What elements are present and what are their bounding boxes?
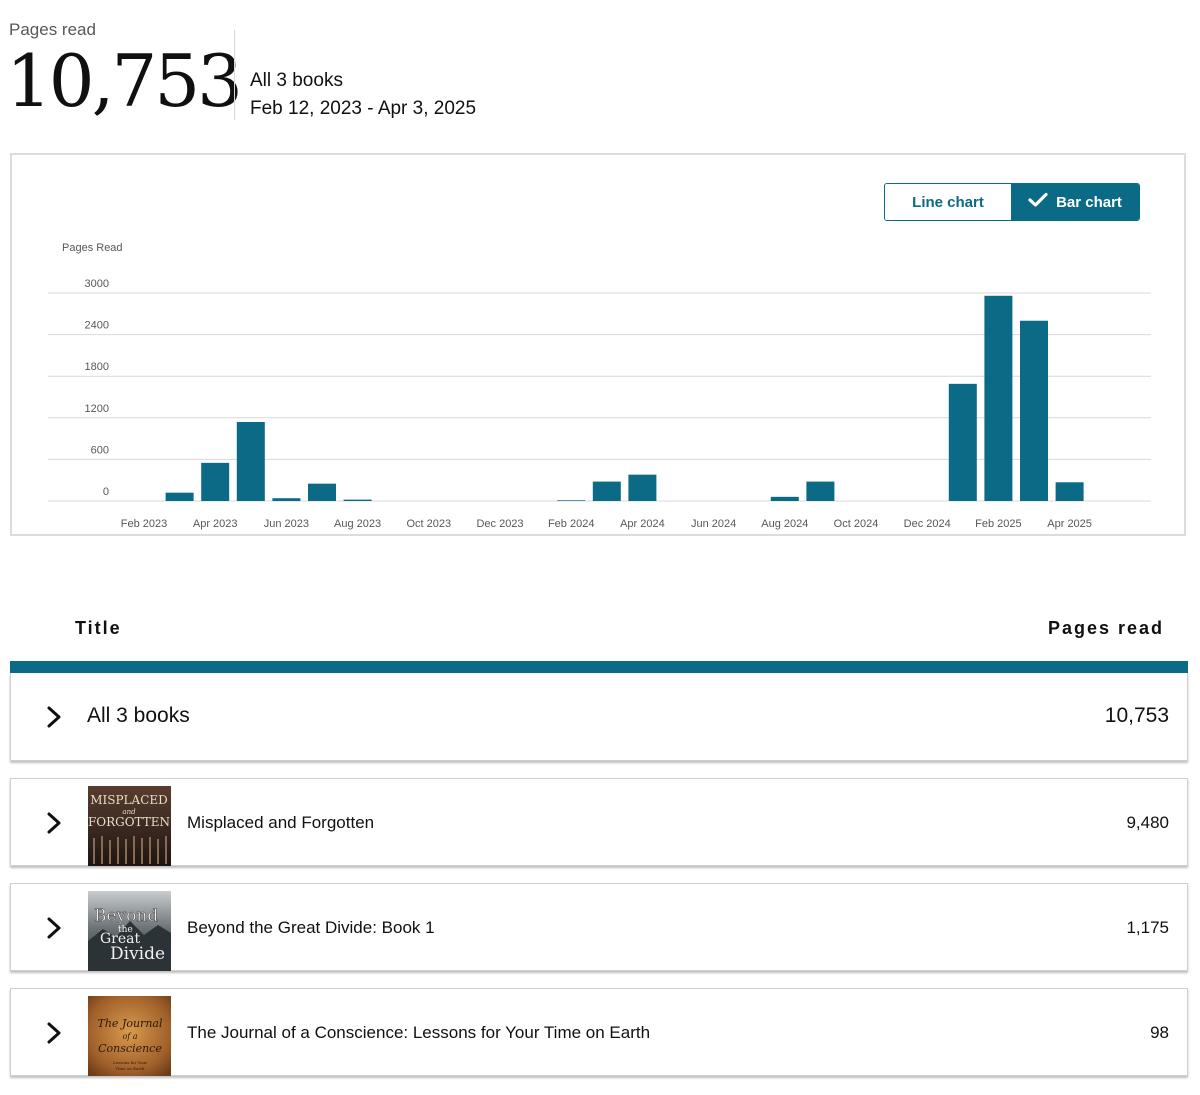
bar-apr-2023[interactable] bbox=[201, 462, 230, 501]
summary-divider bbox=[234, 30, 235, 120]
table-header-rule bbox=[10, 661, 1188, 673]
bar-mar-2024[interactable] bbox=[592, 481, 621, 501]
all-books-pages: 10,753 bbox=[1104, 704, 1169, 727]
total-pages-number: 10,753 bbox=[6, 39, 243, 123]
book-pages: 9,480 bbox=[1126, 813, 1169, 832]
x-tick-label: Apr 2025 bbox=[1047, 518, 1092, 530]
y-tick-label: 2400 bbox=[85, 320, 109, 332]
y-tick-label: 1200 bbox=[85, 403, 109, 415]
bar-mar-2025[interactable] bbox=[1020, 320, 1048, 501]
bar-aug-2023[interactable] bbox=[343, 499, 372, 501]
chevron-right-icon[interactable] bbox=[43, 811, 65, 835]
bar-sep-2024[interactable] bbox=[806, 481, 835, 501]
all-books-label: All 3 books bbox=[87, 704, 190, 727]
svg-text:the: the bbox=[118, 925, 133, 935]
chevron-right-icon[interactable] bbox=[43, 705, 65, 729]
bar-may-2023[interactable] bbox=[236, 421, 265, 501]
svg-text:MISPLACED: MISPLACED bbox=[90, 793, 168, 807]
svg-text:FORGOTTEN: FORGOTTEN bbox=[88, 815, 170, 829]
book-title[interactable]: Beyond the Great Divide: Book 1 bbox=[187, 918, 435, 937]
svg-text:Beyond: Beyond bbox=[94, 906, 158, 926]
svg-text:Lessons for Your: Lessons for Your bbox=[113, 1060, 147, 1065]
column-header-title: Title bbox=[75, 618, 122, 638]
y-axis-label: Pages Read bbox=[62, 242, 123, 254]
y-tick-label: 0 bbox=[103, 486, 109, 498]
summary-header: Pages read 10,753 All 3 books Feb 12, 20… bbox=[0, 0, 1200, 140]
bar-chart: Pages Read 0 600 1200 1800 2400 3000 Feb 2023 Ap… bbox=[48, 242, 1151, 530]
pages-read-label: Pages read bbox=[9, 20, 96, 39]
x-tick-label: Feb 2024 bbox=[548, 518, 594, 530]
table-row[interactable]: The Journal of a Conscience Lessons for … bbox=[10, 988, 1188, 1076]
book-pages: 1,175 bbox=[1126, 918, 1169, 937]
svg-text:Time on Earth: Time on Earth bbox=[115, 1066, 144, 1071]
checkmark-icon bbox=[1028, 192, 1048, 212]
book-cover-misplaced: MISPLACED and FORGOTTEN bbox=[88, 786, 171, 866]
x-tick-label: Jun 2024 bbox=[691, 518, 736, 530]
x-tick-label: Oct 2024 bbox=[834, 518, 879, 530]
bar-jun-2023[interactable] bbox=[272, 498, 301, 501]
bar-apr-2025[interactable] bbox=[1055, 482, 1084, 501]
chart-type-toggle: Line chart Bar chart bbox=[884, 183, 1140, 221]
chart-card: Pages Read 0 600 1200 1800 2400 3000 Feb 2023 Ap… bbox=[10, 153, 1186, 536]
table-row[interactable]: Beyond the Great Divide Beyond the Great… bbox=[10, 883, 1188, 971]
line-chart-button[interactable]: Line chart bbox=[885, 184, 1011, 220]
bar-feb-2024[interactable] bbox=[557, 500, 586, 501]
x-tick-label: Dec 2023 bbox=[476, 518, 523, 530]
table-row-all-books[interactable]: All 3 books 10,753 bbox=[10, 673, 1188, 761]
svg-text:Conscience: Conscience bbox=[98, 1042, 162, 1055]
svg-text:and: and bbox=[122, 808, 136, 816]
book-cover-journal: The Journal of a Conscience Lessons for … bbox=[88, 996, 171, 1076]
x-tick-label: Feb 2025 bbox=[975, 518, 1021, 530]
chevron-right-icon[interactable] bbox=[43, 916, 65, 940]
y-tick-label: 600 bbox=[91, 444, 109, 456]
summary-date-range: Feb 12, 2023 - Apr 3, 2025 bbox=[250, 98, 477, 119]
svg-text:Great: Great bbox=[100, 931, 141, 947]
bar-apr-2024[interactable] bbox=[628, 474, 657, 501]
table-row[interactable]: MISPLACED and FORGOTTEN Misplaced and Fo… bbox=[10, 778, 1188, 866]
line-chart-label: Line chart bbox=[912, 193, 984, 211]
x-tick-label: Dec 2024 bbox=[904, 518, 951, 530]
book-cover-beyond: Beyond the Great Divide bbox=[88, 891, 171, 971]
book-title[interactable]: Misplaced and Forgotten bbox=[187, 813, 375, 832]
y-tick-label: 1800 bbox=[85, 361, 109, 373]
bar-mar-2023[interactable] bbox=[165, 492, 194, 501]
y-tick-label: 3000 bbox=[85, 278, 109, 290]
bar-aug-2024[interactable] bbox=[770, 496, 799, 501]
book-title[interactable]: The Journal of a Conscience: Lessons for… bbox=[187, 1023, 651, 1042]
x-tick-label: Oct 2023 bbox=[406, 518, 451, 530]
x-tick-label: Apr 2024 bbox=[620, 518, 665, 530]
column-header-pages: Pages read bbox=[1047, 618, 1164, 638]
x-tick-label: Feb 2023 bbox=[121, 518, 167, 530]
table-header: Title Pages read bbox=[10, 612, 1186, 648]
book-pages: 98 bbox=[1150, 1023, 1169, 1042]
bar-feb-2025[interactable] bbox=[984, 295, 1013, 501]
svg-text:The Journal: The Journal bbox=[98, 1017, 163, 1030]
summary-books: All 3 books bbox=[250, 70, 343, 91]
x-tick-label: Apr 2023 bbox=[193, 518, 238, 530]
x-tick-label: Aug 2024 bbox=[761, 518, 808, 530]
svg-text:of a: of a bbox=[122, 1032, 137, 1041]
bar-jul-2023[interactable] bbox=[308, 483, 336, 501]
x-tick-label: Jun 2023 bbox=[264, 518, 309, 530]
chevron-right-icon[interactable] bbox=[43, 1021, 65, 1045]
x-tick-label: Aug 2023 bbox=[334, 518, 381, 530]
bar-jan-2025[interactable] bbox=[948, 383, 977, 501]
bar-chart-label: Bar chart bbox=[1056, 193, 1122, 211]
svg-text:Divide: Divide bbox=[110, 944, 165, 964]
bar-chart-button[interactable]: Bar chart bbox=[1011, 184, 1139, 220]
